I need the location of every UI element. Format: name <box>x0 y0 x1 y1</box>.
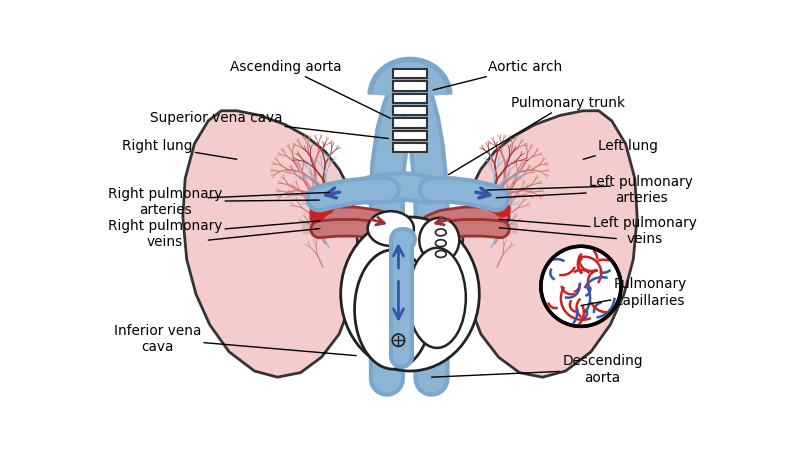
Bar <box>393 69 427 78</box>
Text: Left lung: Left lung <box>583 139 658 159</box>
Bar <box>393 118 427 128</box>
Text: Superior vena cava: Superior vena cava <box>150 112 389 138</box>
Bar <box>393 94 427 103</box>
Polygon shape <box>462 111 637 377</box>
Ellipse shape <box>408 248 466 348</box>
Text: Right lung: Right lung <box>122 139 237 159</box>
Ellipse shape <box>341 217 479 371</box>
Bar <box>393 82 427 91</box>
Ellipse shape <box>419 218 459 262</box>
Text: Ascending aorta: Ascending aorta <box>230 60 390 118</box>
Text: Right pulmonary
arteries: Right pulmonary arteries <box>108 187 319 217</box>
Polygon shape <box>183 111 358 377</box>
Ellipse shape <box>354 250 431 369</box>
Polygon shape <box>302 223 518 234</box>
Circle shape <box>541 246 621 326</box>
Ellipse shape <box>368 211 414 246</box>
Text: Descending
aorta: Descending aorta <box>431 355 642 384</box>
Text: Right pulmonary
veins: Right pulmonary veins <box>108 219 320 249</box>
Text: Left pulmonary
arteries: Left pulmonary arteries <box>496 175 693 205</box>
Text: Pulmonary trunk: Pulmonary trunk <box>449 96 625 175</box>
Text: Inferior vena
cava: Inferior vena cava <box>114 324 356 355</box>
Bar <box>393 143 427 152</box>
Text: Left pulmonary
veins: Left pulmonary veins <box>499 216 697 246</box>
Text: Aortic arch: Aortic arch <box>433 60 562 90</box>
Bar <box>393 131 427 140</box>
Bar <box>393 106 427 115</box>
Text: Pulmonary
capillaries: Pulmonary capillaries <box>581 278 687 307</box>
